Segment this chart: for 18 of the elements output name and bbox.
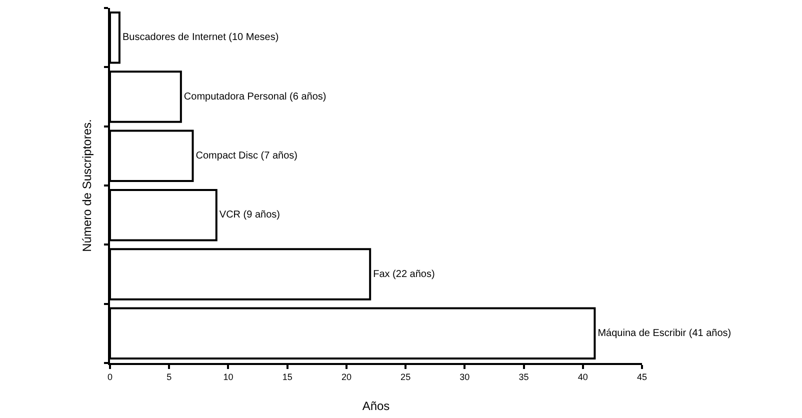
x-tick-label: 45 (636, 372, 648, 382)
y-tick-label: Máquina de Escribir (41 años) (598, 328, 732, 339)
x-tick-label: 0 (107, 372, 113, 382)
x-tick-label: 15 (282, 372, 292, 382)
x-tick-label: 25 (400, 372, 411, 382)
y-tick-label: VCR (9 años) (219, 210, 280, 221)
x-tick-label: 35 (518, 372, 529, 382)
x-tick-label: 20 (341, 372, 352, 382)
y-tick-label: Fax (22 años) (373, 268, 435, 280)
x-tick-label: 5 (166, 372, 172, 382)
y-tick-label: Buscadores de Internet (10 Meses) (122, 32, 279, 44)
y-axis-title: Número de Suscriptores. (80, 119, 94, 252)
x-axis-title: Años (362, 399, 390, 413)
x-tick-label: 10 (223, 372, 234, 382)
x-tick-label: 30 (460, 372, 470, 382)
x-tick-label: 40 (578, 372, 588, 382)
y-tick-label: Compact Disc (7 años) (196, 150, 298, 162)
y-tick-label: Computadora Personal (6 años) (184, 91, 326, 102)
